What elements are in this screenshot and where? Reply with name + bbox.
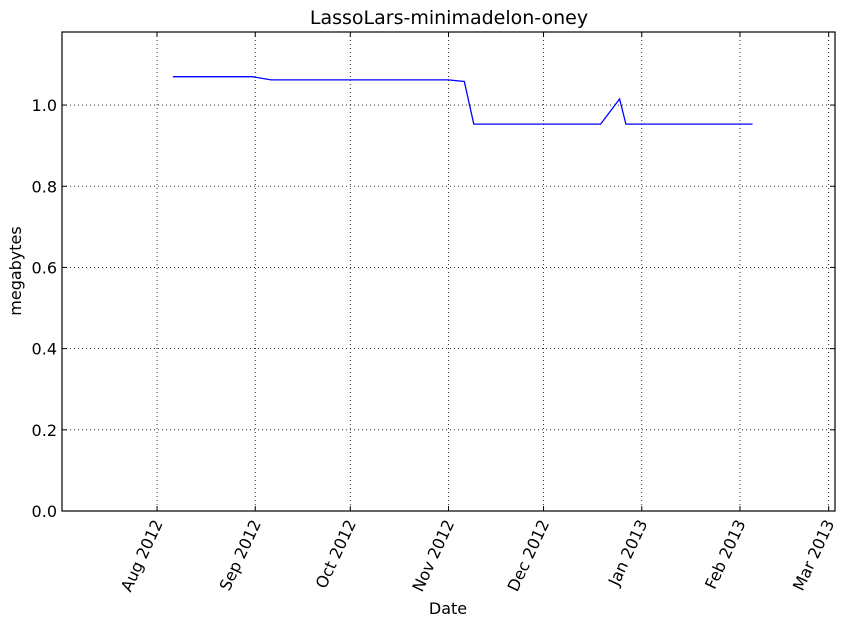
y-tick-label: 1.0: [32, 96, 57, 115]
series-line: [172, 76, 753, 125]
y-tick-label: 0.0: [32, 502, 57, 521]
tick-marks: [62, 32, 835, 512]
y-tick-labels: 0.0 0.2 0.4 0.6 0.8 1.0: [32, 96, 57, 521]
x-tick-label: Aug 2012: [117, 517, 167, 595]
y-tick-label: 0.2: [32, 421, 57, 440]
x-tick-label: Mar 2013: [789, 517, 838, 594]
grid-lines: [62, 32, 835, 512]
chart-title: LassoLars-minimadelon-oney: [310, 7, 588, 29]
y-tick-label: 0.6: [32, 258, 57, 277]
series-layer: [172, 76, 753, 125]
x-tick-label: Feb 2013: [701, 517, 750, 592]
x-tick-label: Jan 2013: [604, 517, 651, 590]
y-axis-label: megabytes: [6, 226, 25, 315]
x-tick-label: Dec 2012: [504, 517, 554, 595]
x-tick-labels: Aug 2012 Sep 2012 Oct 2012 Nov 2012 Dec 2012…: [117, 517, 838, 595]
y-tick-label: 0.4: [32, 340, 57, 359]
y-tick-label: 0.8: [32, 177, 57, 196]
plot-frame: [61, 31, 836, 512]
x-tick-label: Oct 2012: [312, 517, 360, 592]
x-axis-label: Date: [429, 599, 467, 618]
x-tick-label: Sep 2012: [216, 517, 265, 594]
x-tick-label: Nov 2012: [408, 517, 458, 595]
